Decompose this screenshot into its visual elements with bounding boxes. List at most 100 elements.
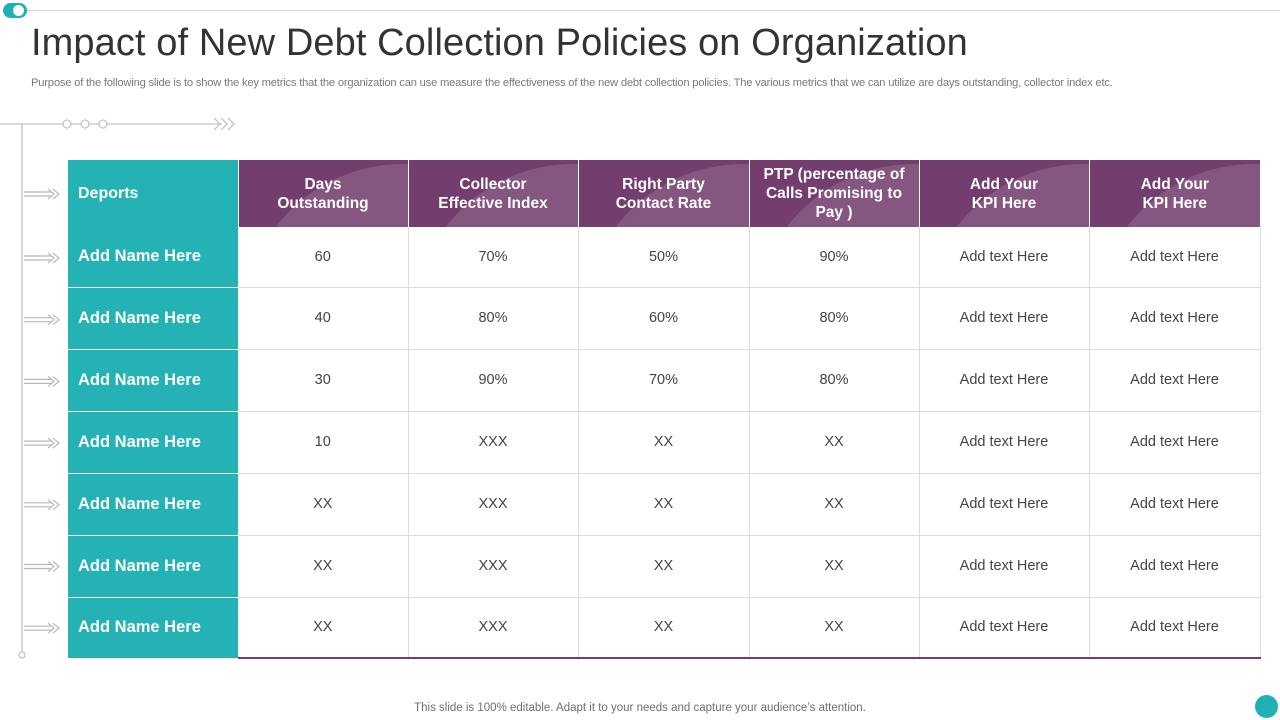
table-cell: XX: [749, 473, 920, 536]
double-arrow-right-icon: [24, 314, 60, 326]
row-name-cell: Add Name Here: [68, 535, 238, 598]
column-header: Add Your KPI Here: [1089, 160, 1260, 227]
row-name-cell: Add Name Here: [68, 349, 238, 412]
slide-subtitle: Purpose of the following slide is to sho…: [31, 77, 1113, 89]
column-header-label: Collector Effective Index: [438, 175, 548, 212]
table-cell: 80%: [408, 287, 579, 350]
table-cell: Add text Here: [919, 597, 1090, 659]
table-cell: 90%: [408, 349, 579, 412]
double-arrow-right-icon: [24, 188, 60, 200]
double-arrow-right-icon: [24, 252, 60, 264]
table-cell: XX: [578, 535, 750, 598]
arrow-stroke: [47, 499, 55, 511]
timeline-end-node: [18, 651, 26, 659]
arrow-stroke: [47, 561, 55, 572]
row-name-cell: Add Name Here: [68, 227, 238, 288]
table-cell: Add text Here: [919, 287, 1090, 350]
arrow-stroke: [47, 375, 55, 387]
chevron-right-icon: [213, 117, 221, 131]
table-cell: Add text Here: [1089, 227, 1261, 288]
table-row: Add Name Here XX XXX XX XX Add text Here Add t…: [68, 535, 1261, 598]
table-cell: Add text Here: [1089, 287, 1261, 350]
column-header: Add Your KPI Here: [919, 160, 1090, 227]
double-arrow-right-icon: [24, 561, 60, 572]
table-cell: 70%: [578, 349, 750, 412]
table-cell: XX: [238, 473, 409, 536]
toggle-icon: [3, 3, 27, 18]
table-cell: 70%: [408, 227, 579, 288]
arrow-stroke: [52, 561, 60, 572]
table-row: Add Name Here 10 XXX XX XX Add text Here Add t…: [68, 411, 1261, 474]
toggle-knob: [12, 4, 25, 17]
table-cell: Add text Here: [1089, 535, 1261, 598]
table-cell: XX: [749, 411, 920, 474]
table-cell: XX: [578, 473, 750, 536]
table-cell: XX: [578, 411, 750, 474]
row-name-cell: Add Name Here: [68, 287, 238, 350]
chevron-right-icon: [220, 117, 228, 131]
column-header-label: Days Outstanding: [277, 175, 369, 212]
table-cell: 80%: [749, 349, 920, 412]
kpi-table-body: Add Name Here 60 70% 50% 90% Add text Here Add…: [68, 227, 1261, 659]
column-header: Right Party Contact Rate: [578, 160, 750, 227]
arrow-stroke: [52, 188, 60, 200]
arrow-stroke: [47, 622, 55, 634]
timeline-node: [80, 119, 90, 129]
arrow-stroke: [52, 375, 60, 387]
table-cell: Add text Here: [1089, 597, 1261, 659]
slide-footer: This slide is 100% editable. Adapt it to…: [414, 702, 866, 714]
table-row: Add Name Here 60 70% 50% 90% Add text Here Add…: [68, 227, 1261, 288]
row-arrow-icons: [24, 188, 60, 634]
arrow-stroke: [52, 252, 60, 264]
table-cell: Add text Here: [919, 349, 1090, 412]
table-row: Add Name Here 30 90% 70% 80% Add text Here Add…: [68, 349, 1261, 412]
table-cell: XX: [749, 597, 920, 659]
row-name-cell: Add Name Here: [68, 473, 238, 536]
column-header: Days Outstanding: [238, 160, 409, 227]
table-cell: XXX: [408, 535, 579, 598]
table-cell: Add text Here: [919, 535, 1090, 598]
arrow-stroke: [47, 314, 55, 326]
column-header-label: Add Your KPI Here: [1140, 175, 1209, 212]
table-cell: 40: [238, 287, 409, 350]
table-cell: 90%: [749, 227, 920, 288]
arrow-stroke: [52, 314, 60, 326]
table-cell: Add text Here: [919, 227, 1090, 288]
arrow-stroke: [47, 252, 55, 264]
arrow-stroke: [47, 188, 55, 200]
arrow-stroke: [52, 499, 60, 511]
arrow-stroke: [52, 622, 60, 634]
top-divider-line: [22, 10, 1280, 11]
slide-title: Impact of New Debt Collection Policies o…: [31, 22, 968, 64]
table-cell: 60%: [578, 287, 750, 350]
table-cell: XX: [749, 535, 920, 598]
table-cell: Add text Here: [1089, 411, 1261, 474]
table-cell: Add text Here: [919, 473, 1090, 536]
column-header: Collector Effective Index: [408, 160, 579, 227]
row-name-cell: Add Name Here: [68, 411, 238, 474]
table-cell: XX: [578, 597, 750, 659]
table-cell: Add text Here: [1089, 473, 1261, 536]
table-row: Add Name Here XX XXX XX XX Add text Here Add t…: [68, 597, 1261, 659]
table-cell: XX: [238, 535, 409, 598]
corner-header: Deports: [68, 160, 239, 227]
column-header: PTP (percentage of Calls Promising to Pa…: [749, 160, 920, 227]
arrow-stroke: [47, 437, 55, 449]
table-row: Add Name Here XX XXX XX XX Add text Here Add t…: [68, 473, 1261, 536]
table-cell: Add text Here: [1089, 349, 1261, 412]
double-arrow-right-icon: [24, 622, 60, 634]
double-arrow-right-icon: [24, 499, 60, 511]
table-row: Add Name Here 40 80% 60% 80% Add text Here Add…: [68, 287, 1261, 350]
table-header-row: Deports Days Outstanding Collector Effec…: [68, 160, 1260, 227]
table-cell: XX: [238, 597, 409, 659]
chevron-right-icon: [227, 117, 235, 131]
table-cell: 50%: [578, 227, 750, 288]
table-cell: 60: [238, 227, 409, 288]
table-cell: XXX: [408, 473, 579, 536]
column-header-label: Right Party Contact Rate: [615, 175, 712, 212]
kpi-table: Deports Days Outstanding Collector Effec…: [68, 160, 1261, 659]
column-header-label: PTP (percentage of Calls Promising to Pa…: [763, 166, 905, 221]
double-arrow-right-icon: [24, 375, 60, 387]
timeline-node: [98, 119, 108, 129]
table-cell: 10: [238, 411, 409, 474]
